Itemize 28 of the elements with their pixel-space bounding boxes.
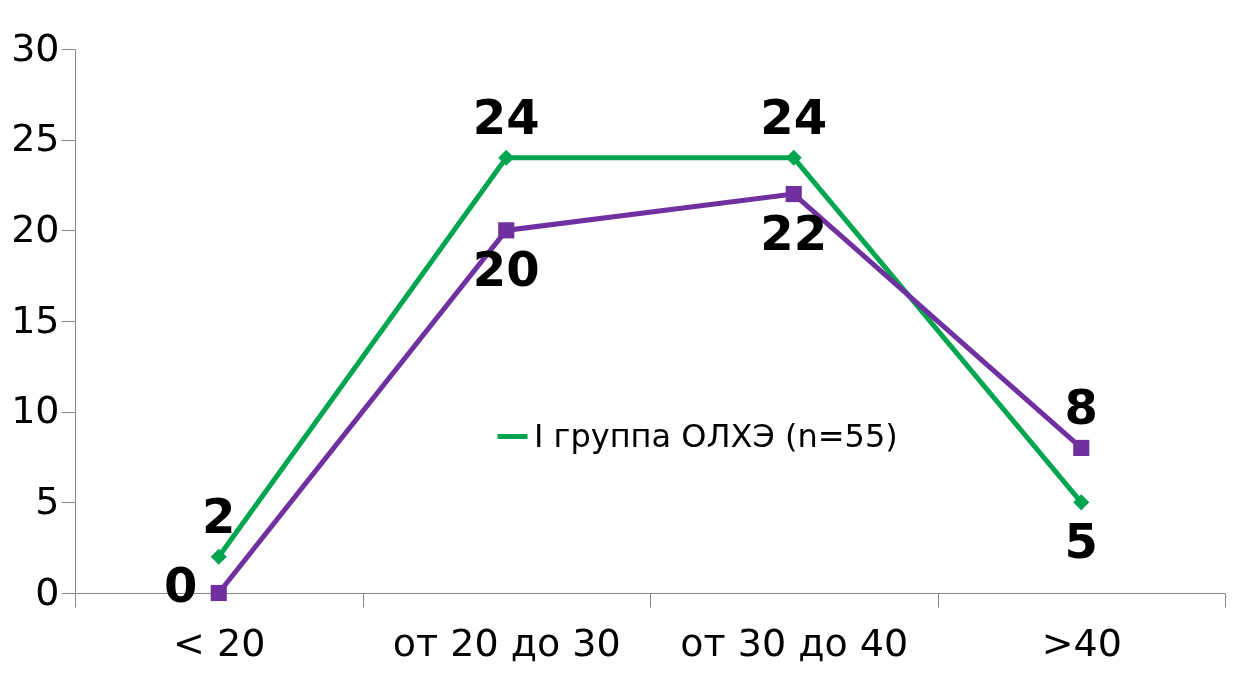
point [785, 186, 802, 203]
data-label: 2 [202, 487, 236, 544]
data-label: 20 [472, 241, 540, 298]
x-tick-label: >40 [1041, 620, 1122, 665]
y-tick-label: 0 [35, 569, 60, 614]
point [210, 584, 227, 602]
x-tick-label: от 30 до 40 [680, 620, 909, 665]
data-label: 24 [472, 88, 540, 145]
y-tick-label: 25 [11, 116, 60, 161]
x-tick-label: < 20 [173, 620, 266, 665]
data-label: 24 [760, 88, 828, 145]
y-tick-label: 15 [11, 297, 60, 342]
y-tick-label: 20 [11, 206, 60, 251]
data-label: 22 [760, 205, 828, 262]
point [1073, 494, 1090, 511]
data-label: 8 [1064, 378, 1098, 435]
point [210, 548, 227, 565]
point [498, 149, 515, 166]
y-tick-label: 5 [35, 478, 60, 523]
point [1073, 439, 1090, 456]
legend-label: I группа ОЛХЭ (n=55) [534, 416, 898, 455]
y-tick-label: 30 [11, 25, 60, 70]
data-label: 0 [164, 557, 198, 613]
data-label: 5 [1064, 513, 1098, 570]
point [785, 149, 802, 166]
y-tick-label: 10 [11, 388, 60, 433]
x-tick-label: от 20 до 30 [392, 620, 621, 665]
point [498, 222, 515, 239]
